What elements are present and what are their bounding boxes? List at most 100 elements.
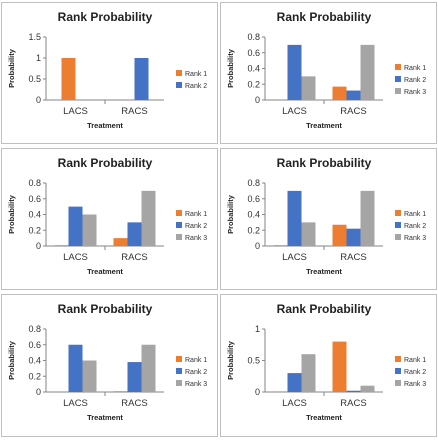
- y-tick-label: 0.2: [28, 371, 41, 381]
- legend-label: Rank 1: [404, 211, 426, 218]
- legend-swatch: [176, 234, 182, 240]
- y-tick-label: 0.2: [247, 225, 260, 235]
- bar: [141, 344, 156, 392]
- x-tick-label: LACS: [282, 106, 307, 117]
- bar: [346, 228, 361, 246]
- bar: [68, 206, 83, 246]
- x-tick-label: LACS: [63, 252, 88, 263]
- legend-label: Rank 1: [185, 71, 207, 78]
- legend-swatch: [395, 76, 401, 82]
- y-tick-label: 0.8: [28, 178, 41, 188]
- legend-label: Rank 2: [404, 77, 426, 84]
- chart-panel-5: Rank Probability 0 0.2 0.4 0.6 0.8 Probability…: [1, 294, 218, 437]
- chart-svg: Rank Probability 0 0.5 1 1.5 Probability LACS R…: [7, 10, 207, 130]
- legend-label: Rank 1: [404, 357, 426, 364]
- bar: [68, 344, 83, 392]
- y-tick-label: 0.2: [28, 225, 41, 235]
- y-tick-label: 0: [36, 387, 41, 397]
- y-tick-label: 1.5: [28, 32, 41, 42]
- y-tick-label: 0.6: [247, 194, 260, 204]
- y-tick-label: 1: [255, 324, 260, 334]
- y-tick-label: 0.4: [28, 356, 41, 366]
- bar: [82, 360, 97, 392]
- x-tick-label: LACS: [63, 106, 88, 117]
- x-axis-label: Treatment: [87, 121, 123, 130]
- bar: [54, 245, 69, 246]
- x-axis-label: Treatment: [87, 413, 123, 422]
- y-tick-label: 0.5: [247, 356, 260, 366]
- legend-swatch: [395, 356, 401, 362]
- bar: [287, 44, 302, 100]
- bar: [273, 245, 288, 246]
- y-tick-label: 0: [36, 241, 41, 251]
- chart-title: Rank Probability: [58, 10, 153, 24]
- bar: [346, 90, 361, 100]
- legend-swatch: [395, 88, 401, 94]
- legend-swatch: [176, 82, 182, 88]
- legend-swatch: [176, 210, 182, 216]
- x-axis-label: Treatment: [306, 267, 342, 276]
- y-tick-label: 0.8: [247, 178, 260, 188]
- legend-label: Rank 2: [404, 369, 426, 376]
- bar: [273, 391, 288, 392]
- y-tick-label: 0.8: [28, 324, 41, 334]
- chart-svg: Rank Probability 0 0.2 0.4 0.6 0.8 Probability…: [7, 156, 207, 276]
- y-tick-label: 0.2: [247, 79, 260, 89]
- chart-title: Rank Probability: [58, 302, 153, 316]
- x-tick-label: RACS: [121, 106, 147, 117]
- legend-label: Rank 3: [185, 381, 207, 388]
- bar: [82, 214, 97, 246]
- y-axis-label: Probability: [7, 48, 16, 88]
- bar: [301, 76, 316, 100]
- x-tick-label: LACS: [282, 252, 307, 263]
- y-tick-label: 0.6: [247, 48, 260, 58]
- legend-label: Rank 1: [185, 357, 207, 364]
- bar: [332, 224, 347, 246]
- chart-panel-3: Rank Probability 0 0.2 0.4 0.6 0.8 Probability…: [1, 148, 218, 290]
- chart-title: Rank Probability: [58, 156, 153, 170]
- y-axis-label: Probability: [7, 340, 16, 380]
- chart-svg: Rank Probability 0 0.2 0.4 0.6 0.8 Probability…: [226, 10, 426, 130]
- legend-swatch: [395, 64, 401, 70]
- legend-label: Rank 2: [185, 369, 207, 376]
- chart-svg: Rank Probability 0 0.2 0.4 0.6 0.8 Probability…: [7, 302, 207, 422]
- bar: [127, 362, 142, 392]
- legend-swatch: [395, 380, 401, 386]
- bar: [113, 238, 128, 246]
- bar: [287, 373, 302, 392]
- y-axis-label: Probability: [226, 48, 235, 88]
- legend-label: Rank 2: [185, 83, 207, 90]
- chart-panel-6: Rank Probability 0 0.5 1 Probability LACS RACS…: [220, 294, 437, 437]
- x-tick-label: LACS: [63, 398, 88, 409]
- legend-swatch: [395, 368, 401, 374]
- bar: [301, 222, 316, 246]
- y-tick-label: 0.5: [28, 74, 41, 84]
- y-tick-label: 0.6: [28, 194, 41, 204]
- legend-label: Rank 3: [404, 235, 426, 242]
- legend-swatch: [176, 356, 182, 362]
- y-tick-label: 0: [36, 95, 41, 105]
- legend-label: Rank 1: [185, 211, 207, 218]
- chart-title: Rank Probability: [277, 302, 372, 316]
- bar: [332, 86, 347, 100]
- chart-title: Rank Probability: [277, 10, 372, 24]
- y-tick-label: 0.8: [247, 32, 260, 42]
- legend-swatch: [395, 222, 401, 228]
- y-axis-label: Probability: [7, 194, 16, 234]
- chart-svg: Rank Probability 0 0.2 0.4 0.6 0.8 Probability…: [226, 156, 426, 276]
- x-tick-label: RACS: [340, 398, 366, 409]
- bar: [360, 385, 375, 392]
- y-tick-label: 0.4: [247, 64, 260, 74]
- chart-svg: Rank Probability 0 0.5 1 Probability LACS RACS…: [226, 302, 426, 422]
- bar: [127, 222, 142, 246]
- bar: [360, 44, 375, 100]
- legend-swatch: [176, 70, 182, 76]
- y-tick-label: 0.4: [247, 210, 260, 220]
- y-axis-label: Probability: [226, 340, 235, 380]
- legend-swatch: [395, 210, 401, 216]
- legend-swatch: [176, 380, 182, 386]
- y-tick-label: 0: [255, 387, 260, 397]
- bar: [360, 190, 375, 246]
- x-tick-label: RACS: [340, 252, 366, 263]
- legend-swatch: [176, 368, 182, 374]
